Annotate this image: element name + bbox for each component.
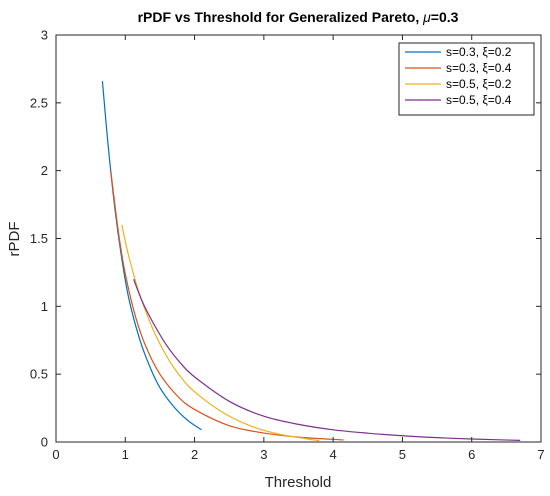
y-tick-label: 0.5 <box>30 367 48 382</box>
x-tick-label: 5 <box>399 447 406 462</box>
x-axis-label: Threshold <box>265 474 332 491</box>
x-tick-label: 2 <box>191 447 198 462</box>
y-tick-label: 0 <box>41 435 48 450</box>
y-axis-label: rPDF <box>6 222 23 257</box>
y-tick-label: 2.5 <box>30 95 48 110</box>
legend-entry: s=0.5, ξ=0.2 <box>446 77 512 91</box>
legend-box <box>398 42 535 116</box>
chart-title: rPDF vs Threshold for Generalized Pareto… <box>138 9 459 25</box>
y-tick-label: 1 <box>41 299 48 314</box>
x-tick-label: 1 <box>122 447 129 462</box>
y-tick-label: 1.5 <box>30 231 48 246</box>
ticks-layer: 0 1 2 3 4 5 6 7 0 0.5 1 1.5 2 2.5 3 <box>30 28 545 463</box>
series-layer <box>101 81 521 442</box>
series-line-4 <box>133 278 521 441</box>
x-tick-label: 6 <box>468 447 475 462</box>
x-tick-label: 3 <box>260 447 267 462</box>
legend-entry: s=0.3, ξ=0.2 <box>446 45 512 59</box>
y-tick-label: 2 <box>41 163 48 178</box>
x-tick-label: 7 <box>537 447 544 462</box>
legend: s=0.3, ξ=0.2 s=0.3, ξ=0.4 s=0.5, ξ=0.2 s=0.… <box>398 42 535 116</box>
y-tick-label: 3 <box>41 28 48 43</box>
x-tick-label: 4 <box>330 447 337 462</box>
series-line-2 <box>110 170 344 441</box>
x-tick-label: 0 <box>52 447 59 462</box>
legend-entry: s=0.3, ξ=0.4 <box>446 61 512 75</box>
legend-entry: s=0.5, ξ=0.4 <box>446 93 512 107</box>
